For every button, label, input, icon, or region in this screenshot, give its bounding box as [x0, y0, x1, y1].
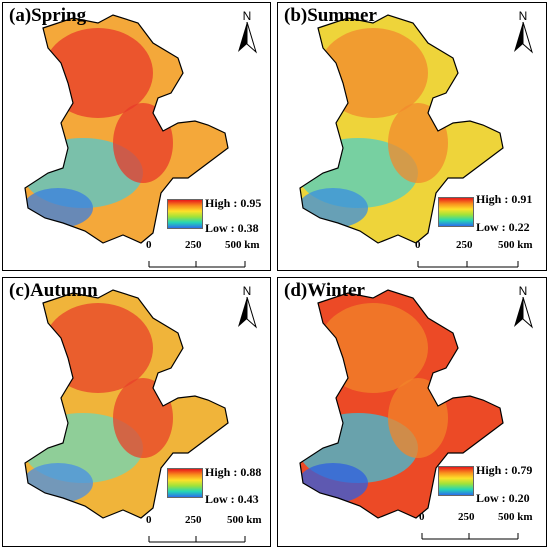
north-arrow: N	[234, 284, 260, 330]
scale-tick-500: 500 km	[227, 514, 262, 526]
scale-tick-250: 250	[185, 514, 202, 526]
region-map	[24, 289, 229, 519]
region-map	[299, 14, 504, 244]
scale-bar: 0 250 500 km	[414, 239, 533, 269]
legend-high: High : 0.95	[205, 196, 262, 210]
scale-tick-500: 500 km	[498, 239, 533, 251]
map-panel-spring: (a)Spring N High : 0.95 Low : 0.38 0 250…	[2, 2, 271, 271]
map-panel-winter: (d)Winter N High : 0.79 Low : 0.20 0 250…	[277, 277, 547, 547]
north-arrow-icon	[238, 297, 257, 329]
legend-high: High : 0.79	[476, 463, 533, 477]
map-panel-autumn: (c)Autumn N High : 0.88 Low : 0.43 0 250…	[2, 277, 271, 547]
scale-bar-line	[417, 261, 519, 268]
scale-tick-250: 250	[458, 511, 475, 523]
legend-low: Low : 0.22	[476, 220, 530, 234]
scale-tick-0: 0	[146, 514, 152, 526]
scale-tick-500: 500 km	[498, 511, 533, 523]
panel-title: (d)Winter	[284, 280, 365, 301]
panel-title: (a)Spring	[9, 5, 87, 26]
scale-bar-line	[421, 533, 519, 540]
legend-low: Low : 0.43	[205, 492, 259, 506]
legend-low: Low : 0.20	[476, 491, 530, 505]
north-letter: N	[242, 9, 252, 23]
scale-bar: 0 250 500 km	[145, 514, 262, 544]
panel-title: (b)Summer	[284, 5, 377, 26]
legend-low: Low : 0.38	[205, 221, 259, 235]
scale-bar-line	[148, 536, 246, 543]
north-letter: N	[518, 9, 528, 23]
north-letter: N	[518, 284, 528, 298]
scale-bar: 0 250 500 km	[145, 239, 260, 269]
scale-bar-line	[148, 261, 246, 268]
north-arrow-icon	[238, 22, 257, 54]
north-arrow-icon	[514, 22, 533, 54]
legend-high: High : 0.88	[205, 465, 262, 479]
legend-color-ramp	[438, 466, 474, 496]
north-arrow: N	[510, 9, 536, 55]
scale-tick-500: 500 km	[225, 239, 260, 251]
legend-color-ramp	[438, 197, 474, 227]
north-arrow: N	[234, 9, 260, 55]
region-border	[299, 14, 504, 244]
legend-color-ramp	[167, 199, 203, 229]
north-letter: N	[242, 284, 252, 298]
raster-fill	[300, 290, 503, 518]
legend-color-ramp	[167, 468, 203, 498]
north-arrow: N	[510, 284, 536, 330]
panel-title: (c)Autumn	[9, 280, 98, 301]
scale-tick-0: 0	[419, 511, 425, 523]
scale-tick-0: 0	[415, 239, 421, 251]
scale-bar: 0 250 500 km	[418, 511, 533, 541]
region-map	[299, 289, 504, 519]
north-arrow-icon	[514, 297, 533, 329]
scale-tick-0: 0	[146, 239, 152, 251]
region-border	[299, 289, 504, 519]
map-panel-summer: (b)Summer N High : 0.91 Low : 0.22 0 250…	[277, 2, 547, 271]
scale-tick-250: 250	[456, 239, 473, 251]
region-border	[24, 14, 229, 244]
region-map	[24, 14, 229, 244]
region-border	[24, 289, 229, 519]
scale-tick-250: 250	[185, 239, 202, 251]
legend-high: High : 0.91	[476, 192, 533, 206]
